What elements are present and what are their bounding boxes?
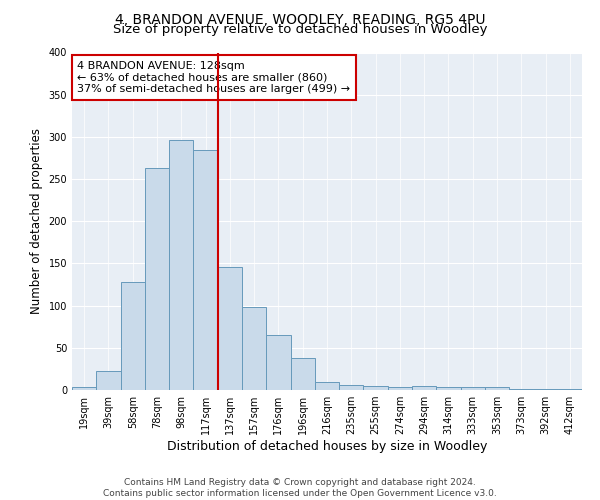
Bar bbox=[72, 388, 96, 390]
Bar bbox=[461, 386, 485, 390]
Bar bbox=[242, 308, 266, 390]
Bar bbox=[339, 385, 364, 390]
X-axis label: Distribution of detached houses by size in Woodley: Distribution of detached houses by size … bbox=[167, 440, 487, 453]
Bar bbox=[558, 389, 582, 390]
Bar bbox=[485, 388, 509, 390]
Bar bbox=[266, 335, 290, 390]
Text: Contains HM Land Registry data © Crown copyright and database right 2024.
Contai: Contains HM Land Registry data © Crown c… bbox=[103, 478, 497, 498]
Bar bbox=[96, 372, 121, 390]
Bar bbox=[364, 386, 388, 390]
Bar bbox=[169, 140, 193, 390]
Bar bbox=[509, 389, 533, 390]
Text: 4, BRANDON AVENUE, WOODLEY, READING, RG5 4PU: 4, BRANDON AVENUE, WOODLEY, READING, RG5… bbox=[115, 12, 485, 26]
Bar bbox=[388, 386, 412, 390]
Bar bbox=[193, 150, 218, 390]
Text: Size of property relative to detached houses in Woodley: Size of property relative to detached ho… bbox=[113, 22, 487, 36]
Bar bbox=[533, 389, 558, 390]
Text: 4 BRANDON AVENUE: 128sqm
← 63% of detached houses are smaller (860)
37% of semi-: 4 BRANDON AVENUE: 128sqm ← 63% of detach… bbox=[77, 61, 350, 94]
Bar bbox=[436, 386, 461, 390]
Y-axis label: Number of detached properties: Number of detached properties bbox=[30, 128, 43, 314]
Bar bbox=[218, 267, 242, 390]
Bar bbox=[121, 282, 145, 390]
Bar bbox=[412, 386, 436, 390]
Bar bbox=[145, 168, 169, 390]
Bar bbox=[315, 382, 339, 390]
Bar bbox=[290, 358, 315, 390]
